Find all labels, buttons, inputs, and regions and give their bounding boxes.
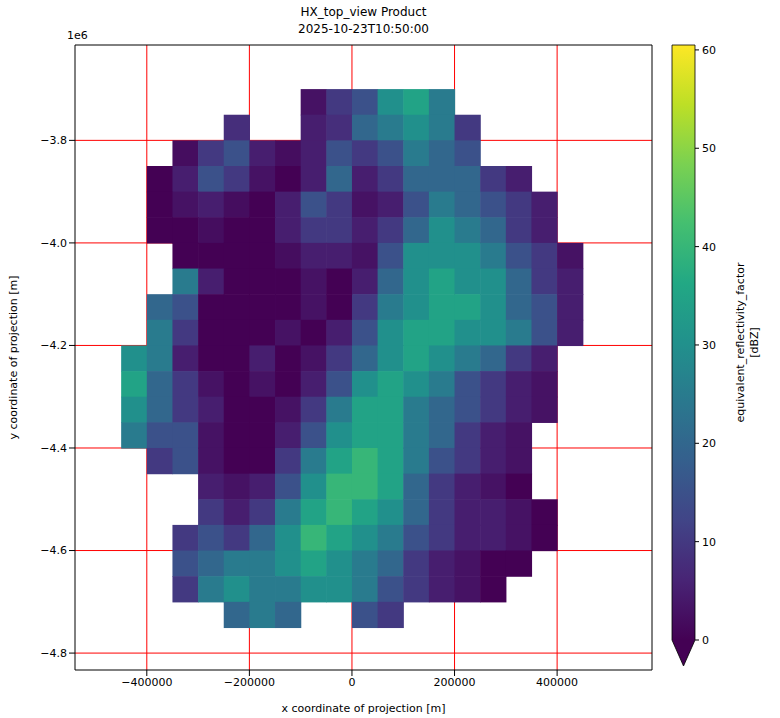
svg-text:60: 60 bbox=[702, 44, 716, 57]
svg-text:−400000: −400000 bbox=[121, 676, 172, 689]
svg-text:0: 0 bbox=[348, 676, 355, 689]
svg-text:10: 10 bbox=[702, 536, 716, 549]
svg-text:equivalent_reflectivity_factor: equivalent_reflectivity_factor[dBZ] bbox=[734, 262, 761, 422]
svg-text:−4.2: −4.2 bbox=[40, 339, 67, 352]
svg-text:20: 20 bbox=[702, 437, 716, 450]
svg-text:−4.6: −4.6 bbox=[40, 544, 67, 557]
svg-text:40: 40 bbox=[702, 241, 716, 254]
html-text:HX_top_view Product: HX_top_view Product bbox=[300, 5, 427, 19]
svg-text:400000: 400000 bbox=[536, 676, 578, 689]
svg-text:y coordinate of projection [m]: y coordinate of projection [m] bbox=[7, 275, 20, 439]
svg-text:−200000: −200000 bbox=[224, 676, 275, 689]
svg-text:x coordinate of projection [m]: x coordinate of projection [m] bbox=[281, 702, 445, 715]
svg-text:0: 0 bbox=[702, 634, 709, 647]
html-text:1e6: 1e6 bbox=[67, 29, 88, 42]
svg-text:200000: 200000 bbox=[434, 676, 476, 689]
svg-text:−4.4: −4.4 bbox=[40, 442, 67, 455]
svg-text:−4.8: −4.8 bbox=[40, 647, 67, 660]
svg-text:−4.0: −4.0 bbox=[40, 237, 67, 250]
svg-text:50: 50 bbox=[702, 142, 716, 155]
svg-text:−3.8: −3.8 bbox=[40, 134, 67, 147]
svg-text:30: 30 bbox=[702, 339, 716, 352]
html-text:2025-10-23T10:50:00: 2025-10-23T10:50:00 bbox=[298, 22, 429, 36]
